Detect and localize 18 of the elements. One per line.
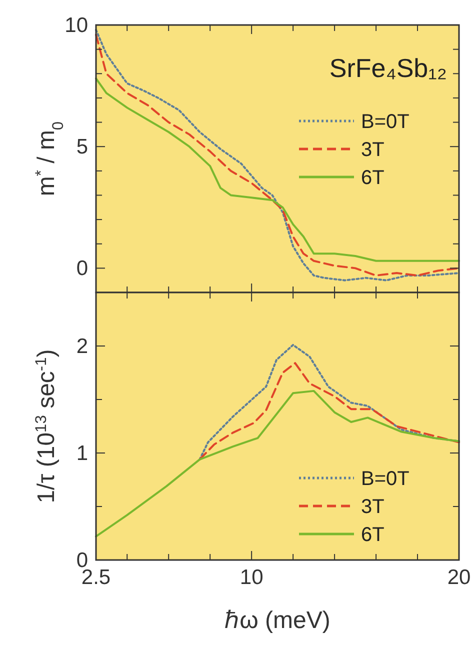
y-tick-label: 5 <box>76 136 88 159</box>
x-axis-title: ℏω (meV) <box>224 607 330 634</box>
legend-label: 6T <box>361 524 384 546</box>
x-tick-label: 2.5 <box>81 566 111 589</box>
y-tick-label: 1 <box>76 442 88 465</box>
line-series <box>95 78 460 262</box>
y-tick-label: 10 <box>64 14 88 37</box>
y-tick-label: 0 <box>76 257 88 280</box>
legend-label: 6T <box>361 167 384 189</box>
x-tick-label: 20 <box>447 566 471 589</box>
legend-label: B=0T <box>361 468 410 490</box>
legend-label: 3T <box>361 139 384 161</box>
x-tick-label: 10 <box>240 566 264 589</box>
legend-label: B=0T <box>361 111 410 133</box>
legend-label: 3T <box>361 496 384 518</box>
line-series <box>198 362 460 460</box>
y-tick-label: 2 <box>76 335 88 358</box>
annotation: SrFe₄Sb₁₂ <box>329 53 447 83</box>
